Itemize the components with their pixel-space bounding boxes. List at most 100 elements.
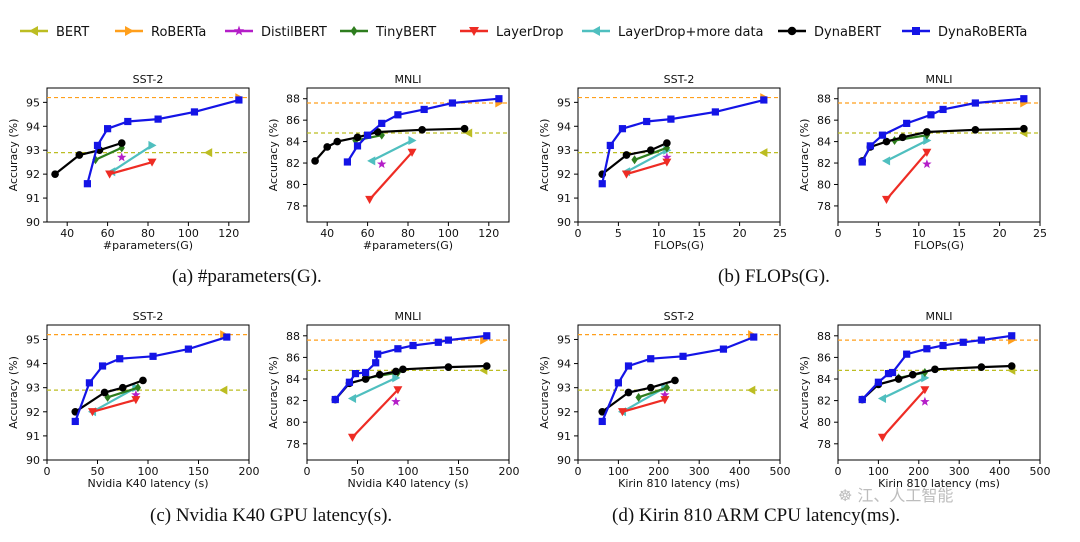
data-point-dynaroberta [606,141,614,150]
data-point-layerdrop-more-data [923,136,932,146]
data-point-dynaroberta [614,379,622,387]
bert-point [219,385,228,395]
series-dynaroberta [331,332,491,404]
data-point-dynaroberta [351,370,360,378]
x-axis-label: FLOPs(G) [654,239,704,252]
data-point-dynabert [311,157,319,165]
y-axis-label: Accuracy (%) [7,119,20,192]
data-point-dynaroberta [977,336,986,344]
y-tick-label: 82 [286,395,300,408]
x-tick-label: 150 [188,465,209,478]
legend-label: DynaRoBERTa [938,25,1027,40]
x-tick-label: 120 [478,227,499,240]
y-tick-label: 91 [26,430,40,443]
data-point-dynaroberta [444,336,452,344]
data-point-layerdrop [407,148,417,157]
data-point-dynaroberta [643,117,651,126]
x-tick-label: 5 [875,227,882,240]
data-point-dynabert [1007,362,1016,370]
series-line-dynaroberta [861,334,1012,401]
data-point-dynaroberta [361,368,370,377]
chart-title: MNLI [925,73,952,86]
data-point-tinybert [118,143,125,153]
legend-label: LayerDrop [496,25,564,40]
x-axis-label: #parameters(G) [363,239,453,252]
chart-title: MNLI [394,73,421,86]
series-layerdrop [877,386,930,442]
x-tick-label: 5 [615,227,622,240]
data-point-dynaroberta [760,96,768,104]
y-tick-label: 78 [817,438,831,451]
y-tick-label: 93 [557,144,571,157]
series-dynabert [858,124,1028,165]
data-point-dynaroberta [374,350,382,358]
data-point-dynabert [139,376,147,385]
y-tick-label: 95 [557,96,571,109]
series-dynaroberta [858,332,1016,404]
y-tick-label: 95 [26,96,40,109]
data-point-dynabert [323,143,332,151]
legend-label: TinyBERT [375,25,436,40]
y-tick-label: 80 [286,416,300,429]
data-point-dynaroberta [448,99,457,107]
x-tick-label: 200 [239,465,260,478]
data-point-dynabert [51,170,59,178]
caption-d: (d) Kirin 810 ARM CPU latency(ms). [612,505,901,526]
data-point-distilbert [662,152,672,162]
y-tick-label: 80 [817,416,831,429]
data-point-layerdrop [617,408,627,417]
data-point-layerdrop-more-data [877,393,887,403]
series-line-layerdrop [368,151,413,201]
y-tick-label: 86 [817,351,831,364]
y-axis-label: Accuracy (%) [538,356,551,429]
series-line-layerdrop-more-data [110,144,153,173]
series-distilbert [131,390,141,399]
x-axis-label: Nvidia K40 latency (s) [88,477,209,490]
data-point-dynaroberta [884,370,893,378]
data-point-dynabert [894,375,903,383]
x-tick-label: 25 [773,227,787,240]
data-point-dynaroberta [874,378,882,386]
series-dynabert [311,124,469,165]
legend-item-bert: BERT [20,25,89,40]
data-point-dynaroberta [378,119,386,127]
chart-title: SST-2 [664,310,695,323]
data-point-distilbert [391,396,401,406]
y-tick-label: 94 [557,120,571,133]
plot-frame [837,87,1041,223]
y-axis-label: Accuracy (%) [798,119,811,192]
data-point-dynaroberta [866,142,874,150]
legend-marker [125,26,134,36]
series-line-tinybert [107,386,139,399]
data-point-dynaroberta [83,180,91,188]
data-point-dynaroberta [939,105,947,114]
data-point-dynaroberta [372,359,380,367]
data-point-dynaroberta [420,105,428,114]
x-tick-label: 20 [733,227,747,240]
x-axis-label: FLOPs(G) [914,239,964,252]
data-point-tinybert [631,155,638,165]
series-line-layerdrop [881,389,926,439]
data-point-layerdrop [87,408,97,417]
chart-title: MNLI [925,310,952,323]
series-line-tinybert [95,146,123,161]
series-layerdrop [105,158,157,179]
data-point-dynabert [117,139,126,147]
data-point-dynabert [1020,124,1028,133]
series-distilbert [922,159,932,169]
bert-point [204,148,213,158]
series-layerdrop [881,148,932,204]
data-point-dynaroberta [598,417,606,426]
series-layerdrop-more-data [881,136,932,166]
data-point-dynaroberta [409,341,417,350]
data-point-dynabert [646,383,655,392]
plot-frame [306,87,510,223]
x-tick-label: 10 [652,227,666,240]
x-axis-label: #parameters(G) [103,239,193,252]
data-point-dynaroberta [939,341,947,350]
x-tick-label: 200 [908,465,929,478]
data-point-dynabert [460,124,469,133]
plot-frame [837,324,1041,461]
data-point-layerdrop-more-data [367,156,376,166]
data-point-dynaroberta [483,332,491,340]
